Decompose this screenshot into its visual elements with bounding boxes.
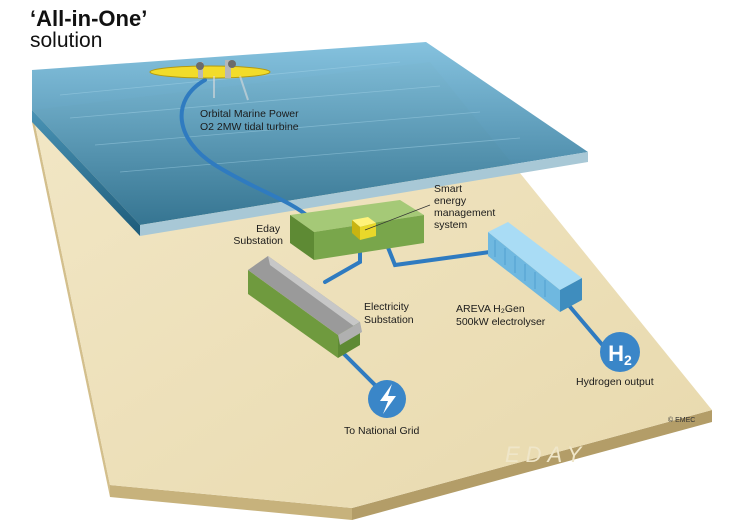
label-national-grid: To National Grid bbox=[344, 425, 419, 437]
land-right-side bbox=[352, 410, 712, 520]
label-turbine: Orbital Marine Power O2 2MW tidal turbin… bbox=[200, 108, 302, 133]
title-block: ‘All-in-One’ solution bbox=[30, 8, 147, 52]
title-sub: solution bbox=[30, 29, 103, 52]
copyright-text: © EMEC bbox=[668, 416, 695, 424]
title-main: ‘All-in-One’ bbox=[30, 6, 148, 31]
svg-text:H2: H2 bbox=[608, 341, 632, 368]
electrolyser-container bbox=[488, 222, 582, 312]
smart-energy-box bbox=[352, 204, 431, 240]
label-electrolyser-line1: AREVA H₂Gen bbox=[456, 303, 525, 315]
h2-icon: H2 bbox=[600, 332, 640, 372]
sea-ripples bbox=[59, 61, 521, 173]
sea-surface bbox=[32, 42, 588, 225]
electricity-substation bbox=[248, 256, 362, 358]
label-eday-line1: Eday bbox=[256, 223, 281, 235]
label-smart-line3: management bbox=[434, 207, 495, 219]
land-front-side bbox=[110, 485, 352, 520]
tidal-turbine bbox=[149, 60, 271, 101]
label-smart-line1: Smart bbox=[434, 183, 462, 195]
label-electrolyser: AREVA H₂Gen 500kW electrolyser bbox=[456, 303, 546, 328]
label-electricity-line1: Electricity bbox=[364, 301, 410, 313]
h2-icon-subscript: 2 bbox=[624, 352, 632, 368]
label-electricity-line2: Substation bbox=[364, 314, 414, 326]
label-smart-line4: system bbox=[434, 219, 468, 231]
label-eday-substation: Eday Substation bbox=[233, 223, 283, 247]
label-turbine-line1: Orbital Marine Power bbox=[200, 108, 299, 120]
label-smart-line2: energy bbox=[434, 195, 467, 207]
label-turbine-line2: O2 2MW tidal turbine bbox=[200, 121, 299, 133]
sea-depth-front bbox=[32, 110, 140, 236]
label-electrolyser-line2: 500kW electrolyser bbox=[456, 316, 546, 328]
label-hydrogen-output: Hydrogen output bbox=[576, 376, 654, 388]
h2-icon-letter: H bbox=[608, 341, 624, 366]
sea-depth-right bbox=[140, 152, 588, 236]
label-eday-line2: Substation bbox=[233, 235, 283, 247]
label-electricity-substation: Electricity Substation bbox=[364, 301, 414, 326]
lightning-icon bbox=[368, 380, 406, 418]
watermark-eday: EDAY bbox=[505, 442, 587, 467]
land-left-side bbox=[32, 110, 110, 497]
label-smart-system: Smart energy management system bbox=[434, 183, 498, 231]
